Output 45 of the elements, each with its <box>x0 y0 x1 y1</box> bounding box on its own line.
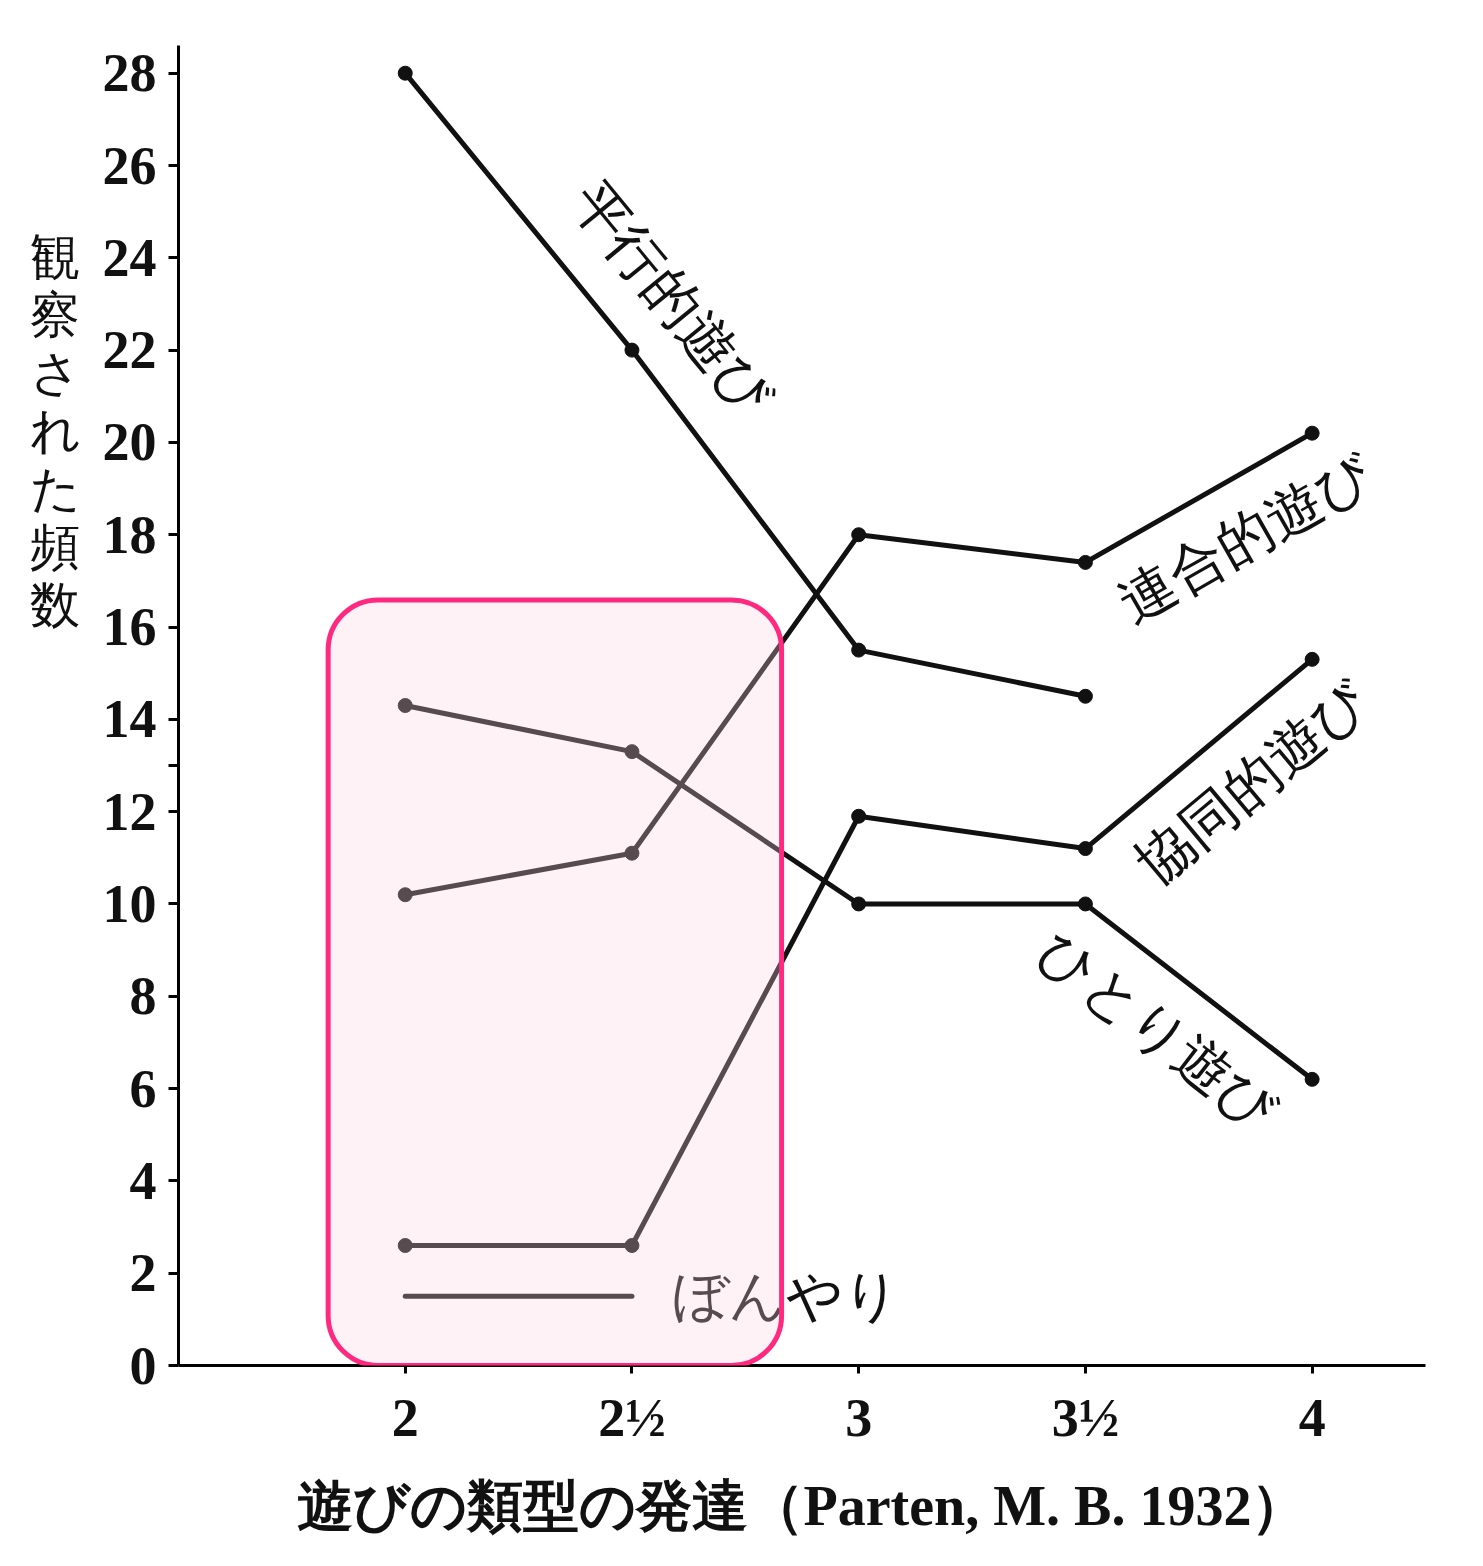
point <box>1304 425 1320 441</box>
y-tick-label: 20 <box>102 412 157 473</box>
point <box>1077 554 1093 570</box>
point <box>397 65 413 81</box>
y-tick-label: 26 <box>102 135 157 196</box>
y-tick-label: 22 <box>102 320 157 381</box>
x-tick-label: 2 <box>391 1387 419 1448</box>
y-tick-label: 18 <box>102 504 157 565</box>
point <box>851 527 867 543</box>
x-axis-title: 遊びの類型の発達（Parten, M. B. 1932） <box>296 1474 1308 1537</box>
point <box>1077 896 1093 912</box>
point <box>397 1238 413 1253</box>
y-tick-label: 28 <box>102 43 157 104</box>
y-tick-label: 6 <box>129 1058 157 1119</box>
x-tick-label: 2½ <box>598 1387 666 1448</box>
y-tick-label: 4 <box>129 1150 157 1211</box>
point <box>1077 688 1093 704</box>
point <box>1077 841 1093 857</box>
point <box>624 845 640 861</box>
point <box>1304 1071 1320 1087</box>
text: ひとり遊び <box>1026 919 1290 1143</box>
y-axis-title: 観察された頻数 <box>30 228 81 634</box>
point <box>851 808 867 824</box>
point <box>851 896 867 912</box>
point <box>1304 651 1320 667</box>
x-tick-label: 3½ <box>1051 1387 1120 1448</box>
y-tick-label: 2 <box>129 1243 157 1304</box>
x-tick-label: 4 <box>1298 1387 1326 1448</box>
point <box>624 342 640 358</box>
point <box>624 1238 640 1253</box>
text: 平行的遊び <box>559 170 787 428</box>
y-tick-label: 8 <box>129 966 157 1027</box>
point <box>397 887 413 903</box>
x-tick-label: 3 <box>845 1387 873 1448</box>
y-tick-label: 24 <box>102 227 157 288</box>
text: 連合的遊び <box>1108 440 1384 635</box>
point <box>397 698 413 713</box>
text: 協同的遊び <box>1125 667 1382 896</box>
point <box>851 642 867 658</box>
y-tick-label: 0 <box>129 1335 157 1396</box>
y-tick-label: 10 <box>102 873 157 934</box>
point <box>624 744 640 760</box>
y-tick-label: 14 <box>102 689 157 750</box>
y-tick-label: 16 <box>102 597 157 658</box>
y-tick-label: 12 <box>102 781 157 842</box>
